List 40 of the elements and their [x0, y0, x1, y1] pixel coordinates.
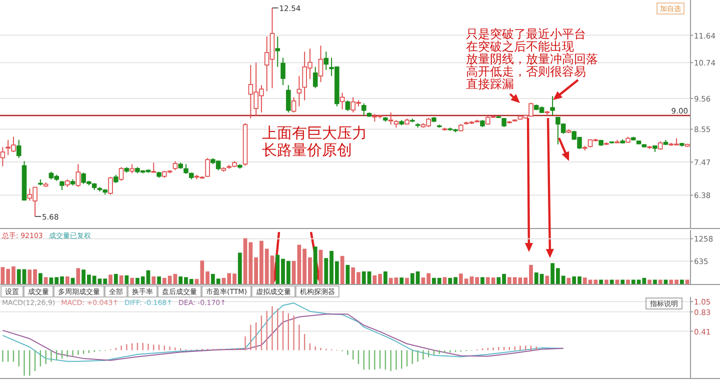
bar	[400, 278, 404, 284]
bar	[648, 280, 652, 284]
bar	[480, 277, 484, 284]
bar	[44, 277, 48, 284]
bar	[108, 274, 112, 284]
bar	[685, 280, 690, 284]
bar	[173, 274, 178, 284]
bar	[615, 280, 620, 284]
bar	[620, 280, 625, 284]
bar	[442, 277, 447, 284]
annotation: 只是突破了最近小平台	[466, 27, 586, 41]
bar	[38, 273, 42, 284]
annotation: 高开低走，否则很容易	[466, 64, 586, 78]
bar	[76, 268, 80, 284]
bar	[114, 274, 118, 284]
bar	[340, 256, 344, 284]
bar	[658, 280, 662, 284]
annotation: 直接踩漏	[466, 77, 514, 91]
bar	[383, 271, 388, 284]
bar	[405, 278, 409, 284]
bar	[238, 252, 242, 284]
bar	[664, 280, 668, 284]
bar	[680, 280, 684, 284]
bar	[130, 278, 134, 284]
bar	[604, 280, 608, 284]
annotation: 放量阴线，放量冲高回落	[466, 52, 598, 66]
annotation: 上面有巨大压力	[262, 124, 367, 142]
bar	[346, 264, 350, 284]
bar	[545, 276, 550, 284]
bar	[599, 280, 603, 284]
bar	[653, 280, 657, 284]
bar	[157, 276, 161, 284]
bar	[124, 275, 129, 284]
bar	[626, 280, 630, 284]
annotation: 长路量价原创	[262, 141, 352, 159]
line-series	[2, 314, 564, 361]
bar	[152, 276, 156, 284]
annotation: 在突破之后不能出现	[466, 40, 574, 54]
bar	[65, 276, 70, 284]
bar	[610, 280, 614, 284]
